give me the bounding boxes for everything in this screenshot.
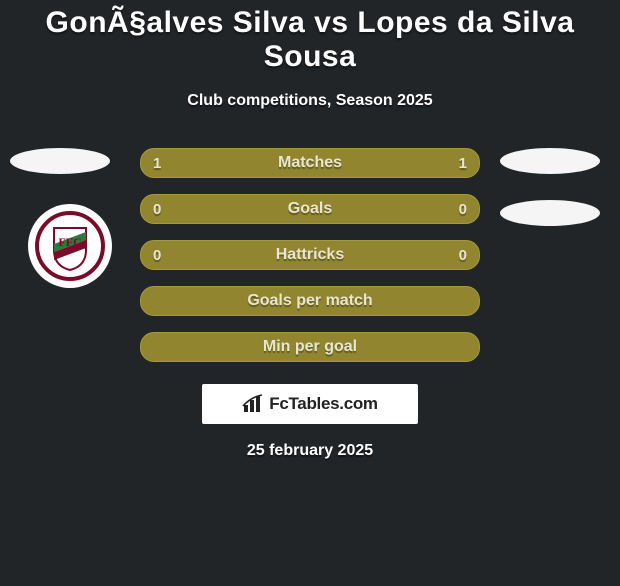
stat-label: Matches <box>278 154 342 172</box>
stat-label: Goals per match <box>247 292 372 310</box>
player-right-avatar-2 <box>500 200 600 226</box>
stat-row: Min per goal <box>140 332 480 362</box>
subtitle: Club competitions, Season 2025 <box>0 92 620 110</box>
stat-value-right: 0 <box>447 195 479 223</box>
player-right-avatar-1 <box>500 148 600 174</box>
date: 25 february 2025 <box>0 442 620 460</box>
stat-row: Goals per match <box>140 286 480 316</box>
stat-value-right: 0 <box>447 241 479 269</box>
stat-row: Goals 0 0 <box>140 194 480 224</box>
stat-value-right: 1 <box>447 149 479 177</box>
stat-value-left: 0 <box>141 195 173 223</box>
stat-value-left: 0 <box>141 241 173 269</box>
stat-label: Goals <box>288 200 332 218</box>
stat-value-left: 1 <box>141 149 173 177</box>
stat-rows: Matches 1 1 Goals 0 0 Hattricks 0 0 Goals per mat… <box>140 148 480 362</box>
svg-text:FFC: FFC <box>58 235 81 249</box>
stat-label: Hattricks <box>276 246 344 264</box>
page-title: GonÃ§alves Silva vs Lopes da Silva Sousa <box>0 6 620 74</box>
club-badge: FFC <box>28 204 112 288</box>
fctables-logo: FcTables.com <box>202 384 418 424</box>
player-left-avatar <box>10 148 110 174</box>
fctables-text: FcTables.com <box>269 394 378 414</box>
stat-row: Hattricks 0 0 <box>140 240 480 270</box>
comparison-panel: FFC Matches 1 1 Goals 0 0 Hattricks 0 0 Goals per… <box>0 148 620 460</box>
stat-label: Min per goal <box>263 338 357 356</box>
bar-chart-icon <box>242 394 264 414</box>
club-crest-icon: FFC <box>34 210 106 282</box>
stat-row: Matches 1 1 <box>140 148 480 178</box>
